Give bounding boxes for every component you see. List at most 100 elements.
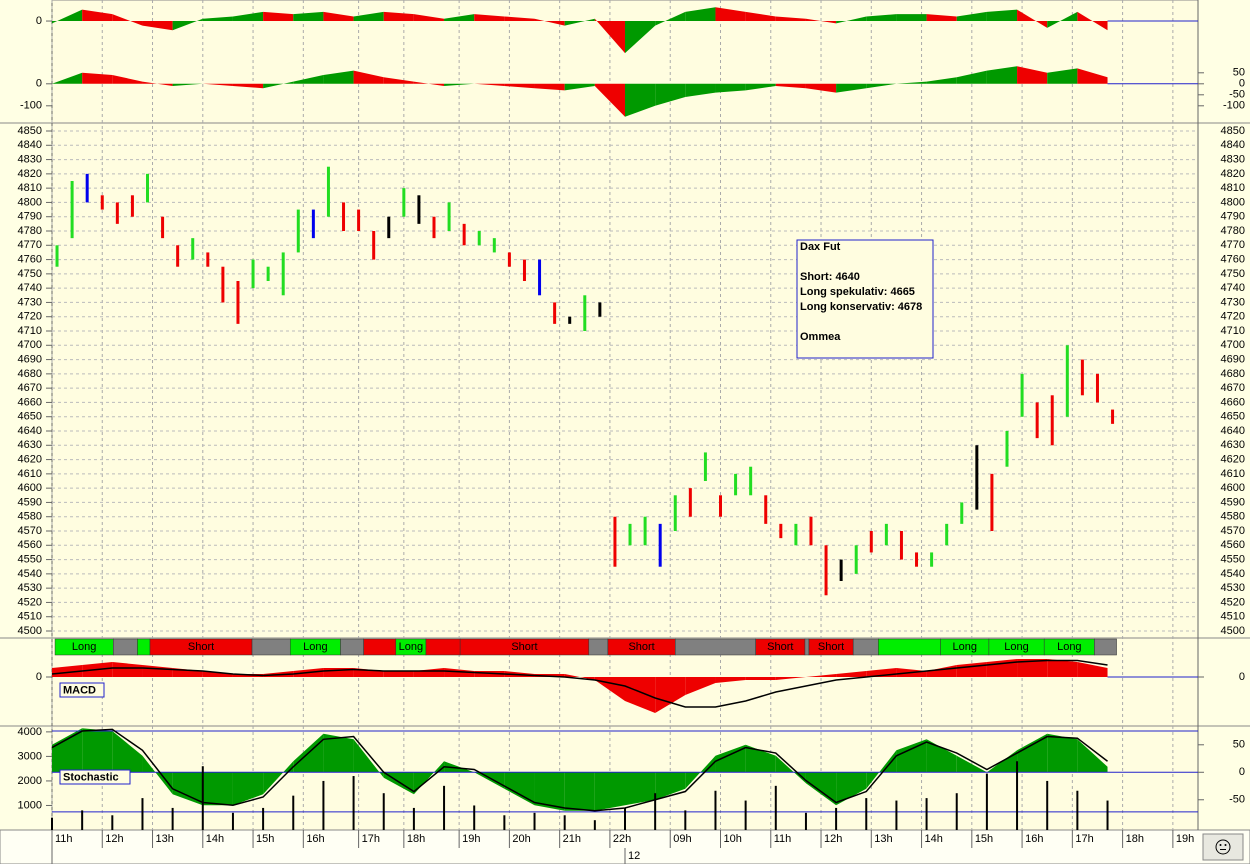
annotation-text: Long konservativ: 4678 [800, 301, 922, 313]
signal-segment [1094, 638, 1117, 656]
oscillator-area [745, 11, 776, 22]
signal-label: Long [953, 641, 977, 653]
y-tick-label: 4500 [18, 625, 42, 637]
y2-tick-label: 0 [1239, 766, 1245, 778]
stochastic-area [775, 755, 806, 784]
oscillator-area [504, 16, 535, 22]
stochastic-area [202, 772, 233, 806]
y-tick-label: 4650 [18, 411, 42, 423]
y2-tick-label: 4700 [1221, 339, 1245, 351]
oscillator-area [1047, 68, 1078, 84]
y-tick-label: 4840 [18, 139, 42, 151]
y2-tick-label: 4740 [1221, 282, 1245, 294]
y2-tick-label: 4560 [1221, 539, 1245, 551]
oscillator-area [323, 11, 354, 22]
oscillator-area [685, 83, 716, 97]
y-tick-label: 4780 [18, 225, 42, 237]
macd-histogram [625, 677, 656, 713]
y-tick-label: 4570 [18, 525, 42, 537]
y-tick-label: 4600 [18, 482, 42, 494]
y2-tick-label: -100 [1223, 100, 1245, 112]
smiley-button[interactable] [1202, 833, 1244, 861]
y-tick-label: 4850 [18, 125, 42, 137]
y-tick-label: 4710 [18, 325, 42, 337]
y2-tick-label: 4650 [1221, 411, 1245, 423]
oscillator-area [805, 18, 837, 24]
oscillator-area [1077, 68, 1108, 84]
signal-segment [251, 638, 291, 656]
oscillator-area [293, 11, 324, 22]
oscillator-area [625, 21, 656, 54]
y-tick-label: 0 [36, 15, 42, 27]
oscillator-area [594, 83, 625, 117]
oscillator-area [474, 83, 505, 86]
y2-tick-label: 4710 [1221, 325, 1245, 337]
signal-segment [113, 638, 138, 656]
stochastic-area [142, 755, 173, 795]
y2-tick-label: 4830 [1221, 153, 1245, 165]
oscillator-area [564, 83, 595, 91]
y-tick-label: 4530 [18, 582, 42, 594]
y-tick-label: 4690 [18, 353, 42, 365]
y2-tick-label: 4580 [1221, 511, 1245, 523]
x-tick-label: 19h [462, 833, 480, 845]
oscillator-area [444, 83, 475, 86]
macd-line [51, 659, 1108, 708]
y-tick-label: 4550 [18, 553, 42, 565]
y2-tick-label: 4730 [1221, 296, 1245, 308]
stochastic-area [836, 772, 867, 806]
y-tick-label: 4670 [18, 382, 42, 394]
y2-tick-label: 4570 [1221, 525, 1245, 537]
oscillator-area [956, 11, 987, 22]
y-tick-label: 4640 [18, 425, 42, 437]
signal-label: Short [188, 641, 214, 653]
macd-histogram [1047, 659, 1078, 677]
oscillator-area [383, 77, 414, 84]
stochastic-area [625, 772, 656, 806]
y2-tick-label: 4720 [1221, 311, 1245, 323]
oscillator-area [836, 83, 867, 93]
button-frame[interactable] [1202, 833, 1244, 861]
y-tick-label: 4580 [18, 511, 42, 523]
annotation-frame [796, 239, 934, 359]
annotation-box: Dax Fut Short: 4640 Long spekulativ: 4665 L… [796, 239, 934, 359]
x-tick-label: 09h [673, 833, 691, 845]
y-tick-label: 1000 [18, 799, 42, 811]
oscillator-area [383, 11, 414, 22]
y2-tick-label: 4680 [1221, 368, 1245, 380]
y2-tick-label: 4660 [1221, 396, 1245, 408]
oscillator-area [986, 66, 1018, 84]
oscillator-area [52, 9, 83, 24]
signal-label: Short [628, 641, 654, 653]
y2-tick-label: 4790 [1221, 211, 1245, 223]
y2-tick-label: 4810 [1221, 182, 1245, 194]
y-tick-label: 4610 [18, 468, 42, 480]
x-tick-label: 16h [306, 833, 324, 845]
stochastic-area [353, 739, 384, 778]
stochastic-area [82, 728, 113, 773]
oscillator-area [896, 14, 927, 22]
macd-histogram [685, 677, 716, 695]
y2-tick-label: 4530 [1221, 582, 1245, 594]
stochastic-area [474, 772, 505, 789]
signal-label: Short [767, 641, 793, 653]
y-tick-label: 4660 [18, 396, 42, 408]
signal-segment [675, 638, 756, 656]
oscillator-area [866, 14, 897, 22]
signal-label: Long [1004, 641, 1028, 653]
x-tick-label: 20h [512, 833, 530, 845]
macd-histogram [383, 671, 414, 677]
y2-tick-label: 4520 [1221, 596, 1245, 608]
stochastic-line [51, 728, 1108, 812]
y-tick-label: 4540 [18, 568, 42, 580]
signal-label: Long [303, 641, 327, 653]
oscillator-area [202, 16, 233, 22]
stochastic-area [866, 750, 897, 789]
title-box [59, 682, 105, 698]
y-tick-label: 4590 [18, 496, 42, 508]
signal-segment [588, 638, 609, 656]
y-tick-label: 4560 [18, 539, 42, 551]
y-tick-label: 4720 [18, 311, 42, 323]
oscillator-area [353, 70, 384, 84]
signal-label: Long [399, 641, 423, 653]
